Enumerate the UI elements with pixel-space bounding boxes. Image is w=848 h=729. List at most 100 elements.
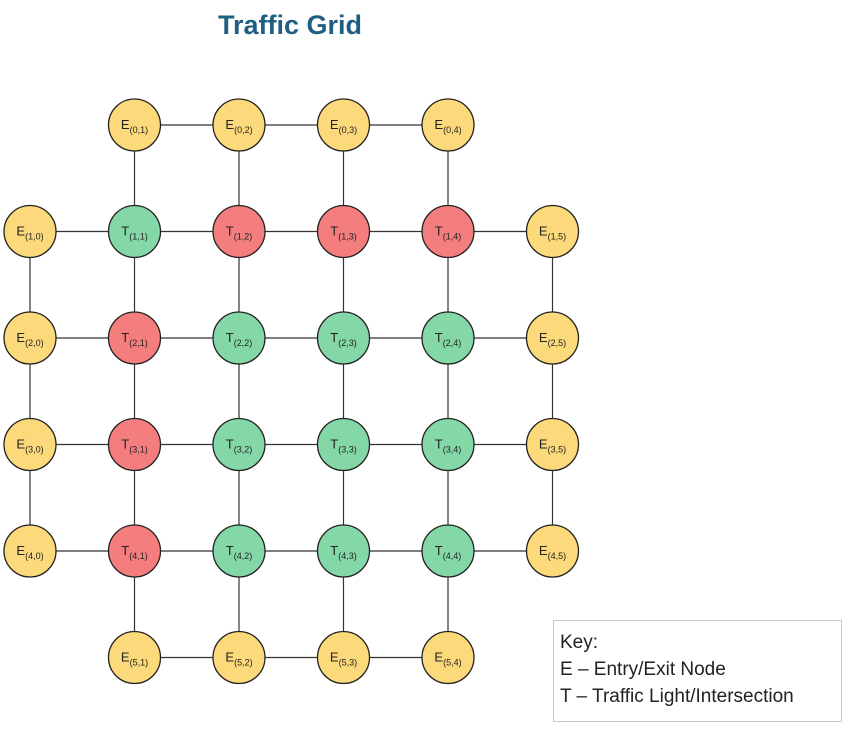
node-label: T(4,3) <box>330 543 356 561</box>
entry-exit-node-(1,5): E(1,5) <box>525 204 580 259</box>
node-circle <box>316 417 371 472</box>
entry-exit-node-(4,5): E(4,5) <box>525 524 580 578</box>
entry-exit-node-(5,4): E(5,4) <box>421 630 475 685</box>
grid-edges <box>29 124 554 659</box>
node-circle <box>107 524 162 578</box>
entry-exit-node-(5,3): E(5,3) <box>316 630 371 685</box>
entry-exit-node-(0,4): E(0,4) <box>421 98 475 152</box>
traffic-light-node-(3,4): T(3,4) <box>421 417 475 472</box>
node-circle <box>107 204 162 259</box>
node-label: T(3,4) <box>435 437 461 455</box>
entry-exit-node-(0,3): E(0,3) <box>316 98 371 152</box>
entry-exit-node-(5,1): E(5,1) <box>107 630 162 685</box>
node-label: E(5,1) <box>121 650 148 668</box>
node-circle <box>107 98 162 152</box>
node-circle <box>316 524 371 578</box>
node-label: E(0,4) <box>434 117 461 135</box>
traffic-light-node-(4,3): T(4,3) <box>316 524 371 578</box>
node-circle <box>107 417 162 472</box>
node-label: E(0,2) <box>225 117 252 135</box>
node-label: T(2,2) <box>226 330 252 348</box>
node-label: E(4,5) <box>539 543 566 561</box>
node-label: T(1,3) <box>330 224 356 242</box>
node-circle <box>316 311 371 365</box>
node-label: T(2,3) <box>330 330 356 348</box>
node-circle <box>525 311 580 365</box>
traffic-light-node-(1,2): T(1,2) <box>212 204 266 259</box>
node-circle <box>3 204 57 259</box>
node-label: T(4,4) <box>435 543 461 561</box>
entry-exit-node-(1,0): E(1,0) <box>3 204 57 259</box>
node-circle <box>525 524 580 578</box>
node-label: T(1,2) <box>226 224 252 242</box>
node-circle <box>212 98 266 152</box>
node-circle <box>212 204 266 259</box>
traffic-light-node-(2,3): T(2,3) <box>316 311 371 365</box>
entry-exit-node-(3,0): E(3,0) <box>3 417 57 472</box>
diagram-title: Traffic Grid <box>217 10 363 40</box>
node-label: T(3,3) <box>330 437 356 455</box>
traffic-light-node-(2,2): T(2,2) <box>212 311 266 365</box>
node-label: T(4,2) <box>226 543 252 561</box>
entry-exit-node-(3,5): E(3,5) <box>525 417 580 472</box>
node-label: T(1,1) <box>121 224 147 242</box>
traffic-light-node-(4,4): T(4,4) <box>421 524 475 578</box>
node-label: E(1,5) <box>539 224 566 242</box>
legend-entry-exit: E – Entry/Exit Node <box>560 659 726 680</box>
traffic-light-node-(2,1): T(2,1) <box>107 311 162 365</box>
node-label: E(5,2) <box>225 650 252 668</box>
node-label: E(4,0) <box>16 543 43 561</box>
entry-exit-node-(2,5): E(2,5) <box>525 311 580 365</box>
node-circle <box>421 204 475 259</box>
entry-exit-node-(2,0): E(2,0) <box>3 311 57 365</box>
node-circle <box>316 98 371 152</box>
traffic-light-node-(1,1): T(1,1) <box>107 204 162 259</box>
node-label: E(0,3) <box>330 117 357 135</box>
traffic-light-node-(4,2): T(4,2) <box>212 524 266 578</box>
node-label: T(1,4) <box>435 224 461 242</box>
node-circle <box>212 524 266 578</box>
node-label: E(3,5) <box>539 437 566 455</box>
node-label: E(5,4) <box>434 650 461 668</box>
grid-nodes: E(0,1) E(0,2) E(0,3) E(0,4) E(1,0) T(1,1) T(1,… <box>3 98 580 685</box>
node-circle <box>421 524 475 578</box>
node-label: T(4,1) <box>121 543 147 561</box>
node-circle <box>525 417 580 472</box>
entry-exit-node-(0,1): E(0,1) <box>107 98 162 152</box>
traffic-light-node-(3,3): T(3,3) <box>316 417 371 472</box>
node-label: E(2,5) <box>539 330 566 348</box>
node-circle <box>212 311 266 365</box>
node-label: E(2,0) <box>16 330 43 348</box>
node-label: E(1,0) <box>16 224 43 242</box>
node-circle <box>3 417 57 472</box>
node-circle <box>421 98 475 152</box>
node-circle <box>421 311 475 365</box>
node-label: E(0,1) <box>121 117 148 135</box>
entry-exit-node-(5,2): E(5,2) <box>212 630 266 685</box>
node-circle <box>212 417 266 472</box>
node-circle <box>316 630 371 685</box>
node-label: E(5,3) <box>330 650 357 668</box>
legend-traffic-light: T – Traffic Light/Intersection <box>560 686 794 707</box>
node-circle <box>107 311 162 365</box>
node-label: T(3,1) <box>121 437 147 455</box>
node-label: T(2,4) <box>435 330 461 348</box>
node-circle <box>107 630 162 685</box>
legend-box: Key: E – Entry/Exit Node T – Traffic Lig… <box>553 620 842 722</box>
traffic-light-node-(2,4): T(2,4) <box>421 311 475 365</box>
node-label: T(3,2) <box>226 437 252 455</box>
traffic-light-node-(1,3): T(1,3) <box>316 204 371 259</box>
entry-exit-node-(4,0): E(4,0) <box>3 524 57 578</box>
node-label: T(2,1) <box>121 330 147 348</box>
traffic-light-node-(1,4): T(1,4) <box>421 204 475 259</box>
node-circle <box>3 524 57 578</box>
node-circle <box>421 630 475 685</box>
node-circle <box>316 204 371 259</box>
legend-heading: Key: <box>560 632 599 653</box>
traffic-light-node-(4,1): T(4,1) <box>107 524 162 578</box>
node-circle <box>3 311 57 365</box>
traffic-light-node-(3,2): T(3,2) <box>212 417 266 472</box>
entry-exit-node-(0,2): E(0,2) <box>212 98 266 152</box>
traffic-light-node-(3,1): T(3,1) <box>107 417 162 472</box>
node-circle <box>212 630 266 685</box>
